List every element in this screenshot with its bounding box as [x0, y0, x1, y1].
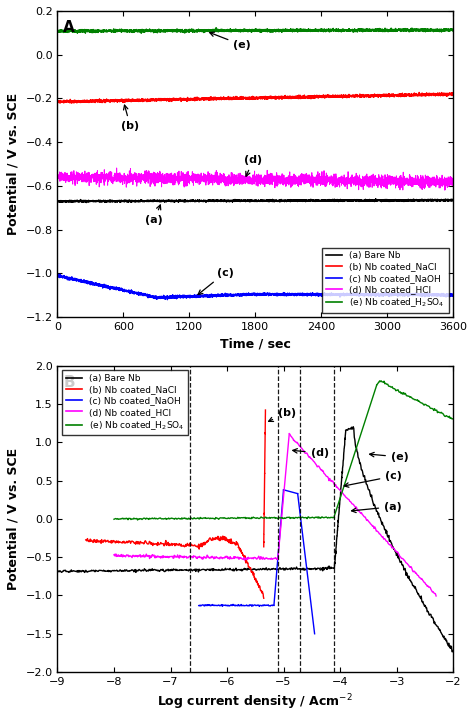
Text: A: A — [64, 20, 75, 35]
Text: (e): (e) — [370, 452, 409, 462]
X-axis label: Log current density / Acm$^{-2}$: Log current density / Acm$^{-2}$ — [157, 692, 353, 712]
Text: (c): (c) — [344, 471, 402, 487]
Text: (a): (a) — [146, 205, 163, 225]
X-axis label: Time / sec: Time / sec — [220, 338, 291, 351]
Y-axis label: Potential / V vs. SCE: Potential / V vs. SCE — [7, 93, 20, 235]
Legend: (a) Bare Nb, (b) Nb coated_NaCl, (c) Nb coated_NaOH, (d) Nb coated_HCl, (e) Nb c: (a) Bare Nb, (b) Nb coated_NaCl, (c) Nb … — [62, 370, 188, 435]
Text: (c): (c) — [198, 267, 234, 295]
Text: (a): (a) — [352, 502, 402, 513]
Text: B: B — [64, 375, 75, 390]
Legend: (a) Bare Nb, (b) Nb coated_NaCl, (c) Nb coated_NaOH, (d) Nb coated_HCl, (e) Nb c: (a) Bare Nb, (b) Nb coated_NaCl, (c) Nb … — [322, 248, 448, 313]
Text: (d): (d) — [293, 448, 329, 458]
Text: (d): (d) — [244, 155, 263, 176]
Text: (e): (e) — [210, 32, 251, 50]
Text: (b): (b) — [269, 408, 296, 421]
Text: (b): (b) — [121, 105, 139, 131]
Y-axis label: Potential / V vs. SCE: Potential / V vs. SCE — [7, 448, 20, 590]
